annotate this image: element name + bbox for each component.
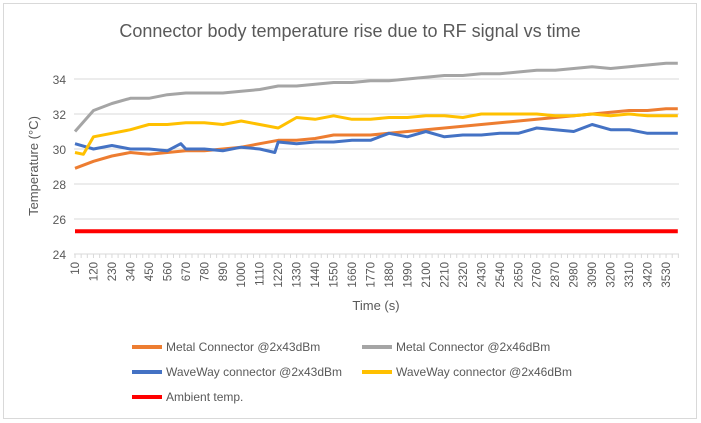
y-tick-label: 28	[53, 178, 67, 192]
y-tick-label: 24	[53, 248, 67, 262]
x-tick-label: 3530	[661, 262, 673, 288]
x-tick-label: 1880	[384, 262, 396, 288]
y-axis-label: Temperature (°C)	[26, 116, 41, 216]
x-tick-label: 1770	[366, 262, 378, 288]
y-tick-label: 30	[53, 143, 67, 157]
y-tick-label: 34	[53, 73, 67, 87]
x-tick-label: 1550	[329, 262, 341, 288]
x-tick-label: 2430	[476, 262, 488, 288]
x-tick-label: 1330	[292, 262, 304, 288]
x-tick-label: 1660	[347, 262, 359, 288]
x-tick-label: 2870	[550, 262, 562, 288]
legend-label: WaveWay connector @2x46dBm	[396, 365, 572, 379]
x-axis-label: Time (s)	[352, 298, 399, 313]
x-tick-label: 450	[144, 262, 156, 281]
x-tick-label: 2650	[513, 262, 525, 288]
x-tick-label: 1440	[310, 262, 322, 288]
x-tick-label: 230	[107, 262, 119, 281]
x-tick-label: 3420	[643, 262, 655, 288]
x-tick-label: 1220	[273, 262, 285, 288]
series-line	[74, 112, 678, 156]
x-tick-label: 120	[88, 262, 100, 281]
x-tick-label: 780	[199, 262, 211, 281]
legend-label: Ambient temp.	[166, 390, 243, 404]
x-tick-label: 3090	[587, 262, 599, 288]
x-tick-label: 340	[125, 262, 137, 281]
x-tick-label: 2100	[421, 262, 433, 288]
chart-title: Connector body temperature rise due to R…	[119, 21, 580, 41]
legend-label: WaveWay connector @2x43dBm	[166, 365, 342, 379]
legend-label: Metal Connector @2x43dBm	[166, 340, 320, 354]
x-tick-label: 2760	[532, 262, 544, 288]
x-tick-label: 1000	[236, 262, 248, 288]
series-line	[74, 123, 678, 154]
y-tick-label: 32	[53, 108, 67, 122]
x-tick-label: 2210	[439, 262, 451, 288]
x-tick-label: 2540	[495, 262, 507, 288]
x-tick-label: 890	[218, 262, 230, 281]
series-line	[73, 61, 678, 133]
x-tick-label: 3200	[606, 262, 618, 288]
chart-frame	[3, 3, 697, 419]
x-tick-label: 1110	[255, 262, 267, 286]
x-tick-label: 10	[70, 262, 82, 275]
x-tick-label: 1990	[402, 262, 414, 288]
x-tick-label: 3310	[624, 262, 636, 288]
x-tick-label: 2980	[569, 262, 581, 288]
y-tick-label: 26	[53, 213, 67, 227]
legend-label: Metal Connector @2x46dBm	[396, 340, 550, 354]
x-tick-label: 670	[181, 262, 193, 281]
x-tick-label: 560	[162, 262, 174, 281]
x-tick-label: 2320	[458, 262, 470, 288]
